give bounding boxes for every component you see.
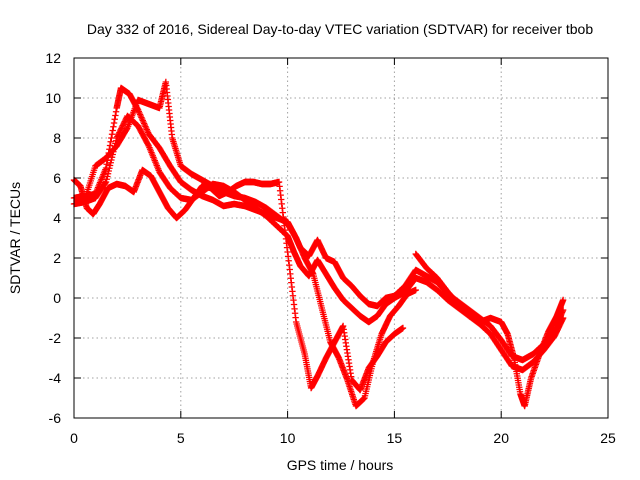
data-point <box>112 112 119 119</box>
data-point <box>110 119 118 127</box>
y-tick-label: -2 <box>49 330 62 346</box>
y-tick-label: -6 <box>49 410 62 426</box>
x-tick-label: 10 <box>280 430 296 446</box>
data-point <box>107 138 114 145</box>
x-tick-label: 25 <box>600 430 616 446</box>
data-point <box>108 131 116 138</box>
x-axis-label: GPS time / hours <box>287 457 394 473</box>
x-tick-label: 20 <box>493 430 509 446</box>
data-point <box>102 179 109 187</box>
series-track-3 <box>81 78 419 410</box>
chart-title: Day 332 of 2016, Sidereal Day-to-day VTE… <box>87 21 594 37</box>
data-point <box>123 125 130 133</box>
y-tick-label: 12 <box>45 50 61 66</box>
data-point <box>559 314 567 322</box>
x-tick-label: 5 <box>177 430 185 446</box>
y-tick-label: -4 <box>49 370 62 386</box>
series-track-4 <box>70 166 407 394</box>
data-point <box>110 123 117 130</box>
y-tick-label: 4 <box>53 210 61 226</box>
data-point <box>112 108 120 115</box>
y-tick-label: 0 <box>53 290 61 306</box>
data-point <box>109 127 116 134</box>
data-point <box>103 161 110 168</box>
data-marks <box>70 78 567 410</box>
data-point <box>412 286 419 294</box>
x-tick-label: 15 <box>387 430 403 446</box>
data-point <box>111 116 118 123</box>
y-tick-label: 8 <box>53 130 61 146</box>
data-point <box>108 134 115 142</box>
y-tick-label: 2 <box>53 250 61 266</box>
y-axis-label: SDTVAR / TECUs <box>7 182 23 294</box>
y-tick-label: 10 <box>45 90 61 106</box>
data-point <box>144 141 152 148</box>
data-point <box>106 142 114 149</box>
y-tick-label: 6 <box>53 170 61 186</box>
x-tick-label: 0 <box>70 430 78 446</box>
